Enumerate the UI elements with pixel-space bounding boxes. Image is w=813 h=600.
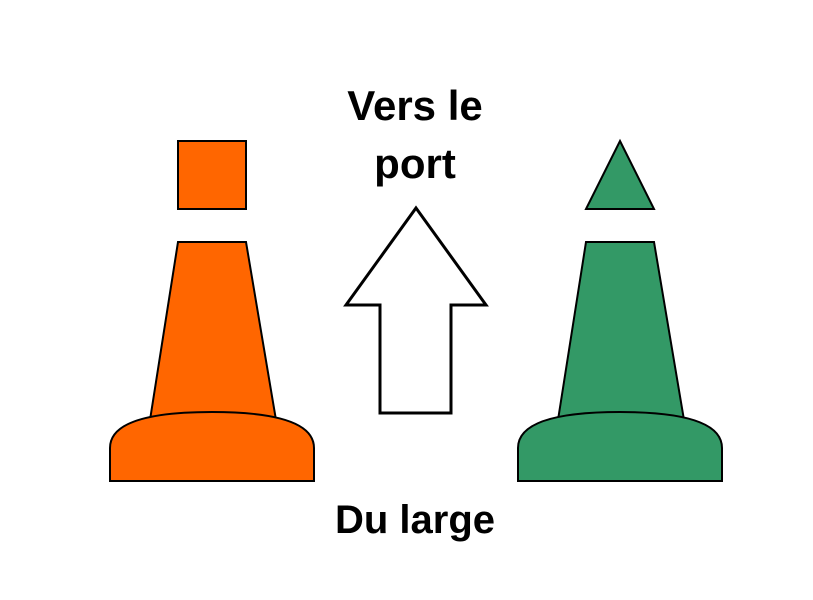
- label-toward-port-line2: port: [374, 140, 456, 187]
- port-buoy-base: [109, 410, 315, 482]
- port-topmark-square: [177, 140, 247, 210]
- starboard-buoy: [517, 138, 723, 482]
- up-arrow-icon: [343, 205, 489, 415]
- starboard-buoy-base: [517, 410, 723, 482]
- label-toward-port-line1: Vers le: [347, 82, 483, 129]
- port-buoy: [109, 140, 315, 482]
- port-buoy-body: [148, 241, 278, 421]
- label-from-sea: Du large: [334, 498, 496, 542]
- starboard-topmark-triangle: [584, 138, 656, 210]
- starboard-buoy-body: [556, 241, 686, 421]
